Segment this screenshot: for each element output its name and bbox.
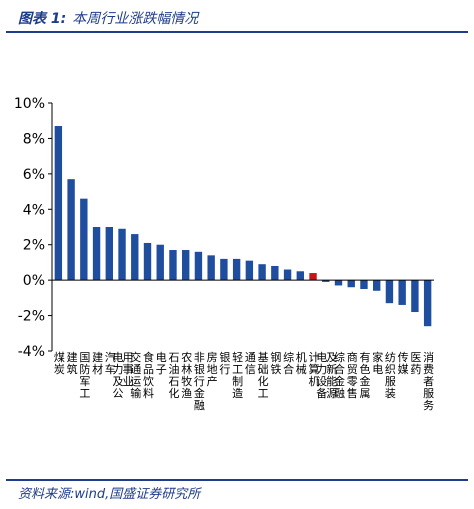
x-category-label: 有色金属: [359, 350, 370, 400]
bar: [398, 280, 406, 305]
x-category-label: 建材: [92, 350, 103, 376]
y-tick-label: 0%: [23, 273, 45, 289]
x-category-label: 家电: [372, 350, 383, 376]
bar: [258, 264, 266, 281]
x-category-label: 食品饮料: [143, 350, 154, 400]
bar: [373, 280, 381, 291]
y-tick-label: 4%: [23, 202, 45, 218]
bar: [385, 280, 394, 304]
x-category-label: 机械: [296, 350, 307, 376]
bar: [80, 198, 88, 281]
x-category-label: 石油石化: [168, 351, 179, 400]
bar: [220, 258, 228, 281]
x-category-label: 计算机: [309, 351, 320, 388]
x-category-label: 煤炭: [54, 351, 65, 376]
bar: [207, 255, 215, 281]
bottom-rule: [6, 479, 468, 481]
bar: [232, 258, 241, 281]
x-category-label: 商贸零售: [347, 350, 358, 400]
x-category-label: 银行: [219, 350, 230, 376]
bar: [194, 251, 203, 281]
x-category-label: 轻工制造: [232, 350, 243, 400]
bar: [118, 228, 126, 281]
x-category-label: 综合金融: [334, 350, 345, 400]
x-category-label: 电子: [156, 351, 167, 376]
bar: [423, 280, 432, 327]
x-category-label: 传媒: [398, 351, 409, 376]
x-category-label: 钢铁: [270, 351, 281, 376]
x-category-label: 纺织服装: [385, 350, 396, 400]
bar: [296, 271, 304, 281]
x-category-label: 及新能源: [326, 351, 337, 400]
x-category-label: 通信: [245, 351, 256, 376]
bar: [347, 280, 355, 288]
x-category-label: 电力及公: [113, 351, 124, 400]
bar: [411, 280, 419, 313]
y-tick-label: -4%: [18, 344, 45, 360]
bar: [322, 280, 330, 282]
bar: [92, 227, 101, 281]
x-category-label: 汽车: [105, 350, 116, 376]
y-tick-label: 6%: [23, 167, 45, 183]
bar: [271, 265, 279, 281]
x-category-label: 综合: [283, 350, 294, 376]
bar: [360, 280, 368, 289]
figure-title: 图表 1: 本周行业涨跌幅情况: [18, 8, 198, 28]
x-category-label: 基础化工: [258, 351, 269, 400]
bar: [309, 273, 317, 281]
bar: [334, 280, 343, 286]
figure-title-text: 本周行业涨跌幅情况: [72, 11, 199, 27]
y-tick-label: 10%: [14, 96, 45, 112]
x-category-label: 消费者服务: [423, 350, 434, 412]
x-category-label: 房地产: [207, 351, 218, 388]
bar: [143, 242, 152, 281]
bar: [105, 227, 113, 281]
bar: [131, 234, 139, 281]
x-category-label: 用事业: [123, 351, 134, 388]
x-category-label: 电力设备: [316, 351, 327, 400]
bar: [182, 250, 190, 281]
bar: [54, 126, 63, 281]
x-category-label: 交通运输: [130, 350, 141, 400]
x-category-label: 非银行金融: [194, 351, 205, 412]
x-category-label: 农林牧渔: [181, 350, 192, 400]
bar: [156, 244, 164, 281]
y-tick-label: 2%: [23, 238, 45, 254]
top-rule: [6, 31, 468, 33]
bar: [245, 260, 254, 281]
y-tick-label: -2%: [18, 309, 45, 325]
source-note: 资料来源:wind,国盛证券研究所: [18, 487, 201, 502]
bar: [169, 250, 177, 281]
bar: [67, 179, 75, 281]
bar: [283, 269, 292, 281]
x-category-label: 医药: [410, 351, 421, 376]
y-tick-label: 8%: [23, 131, 45, 147]
figure-label: 图表 1:: [18, 11, 67, 27]
x-category-label: 建筑: [67, 350, 78, 376]
x-category-label: 国防军工: [79, 351, 90, 400]
